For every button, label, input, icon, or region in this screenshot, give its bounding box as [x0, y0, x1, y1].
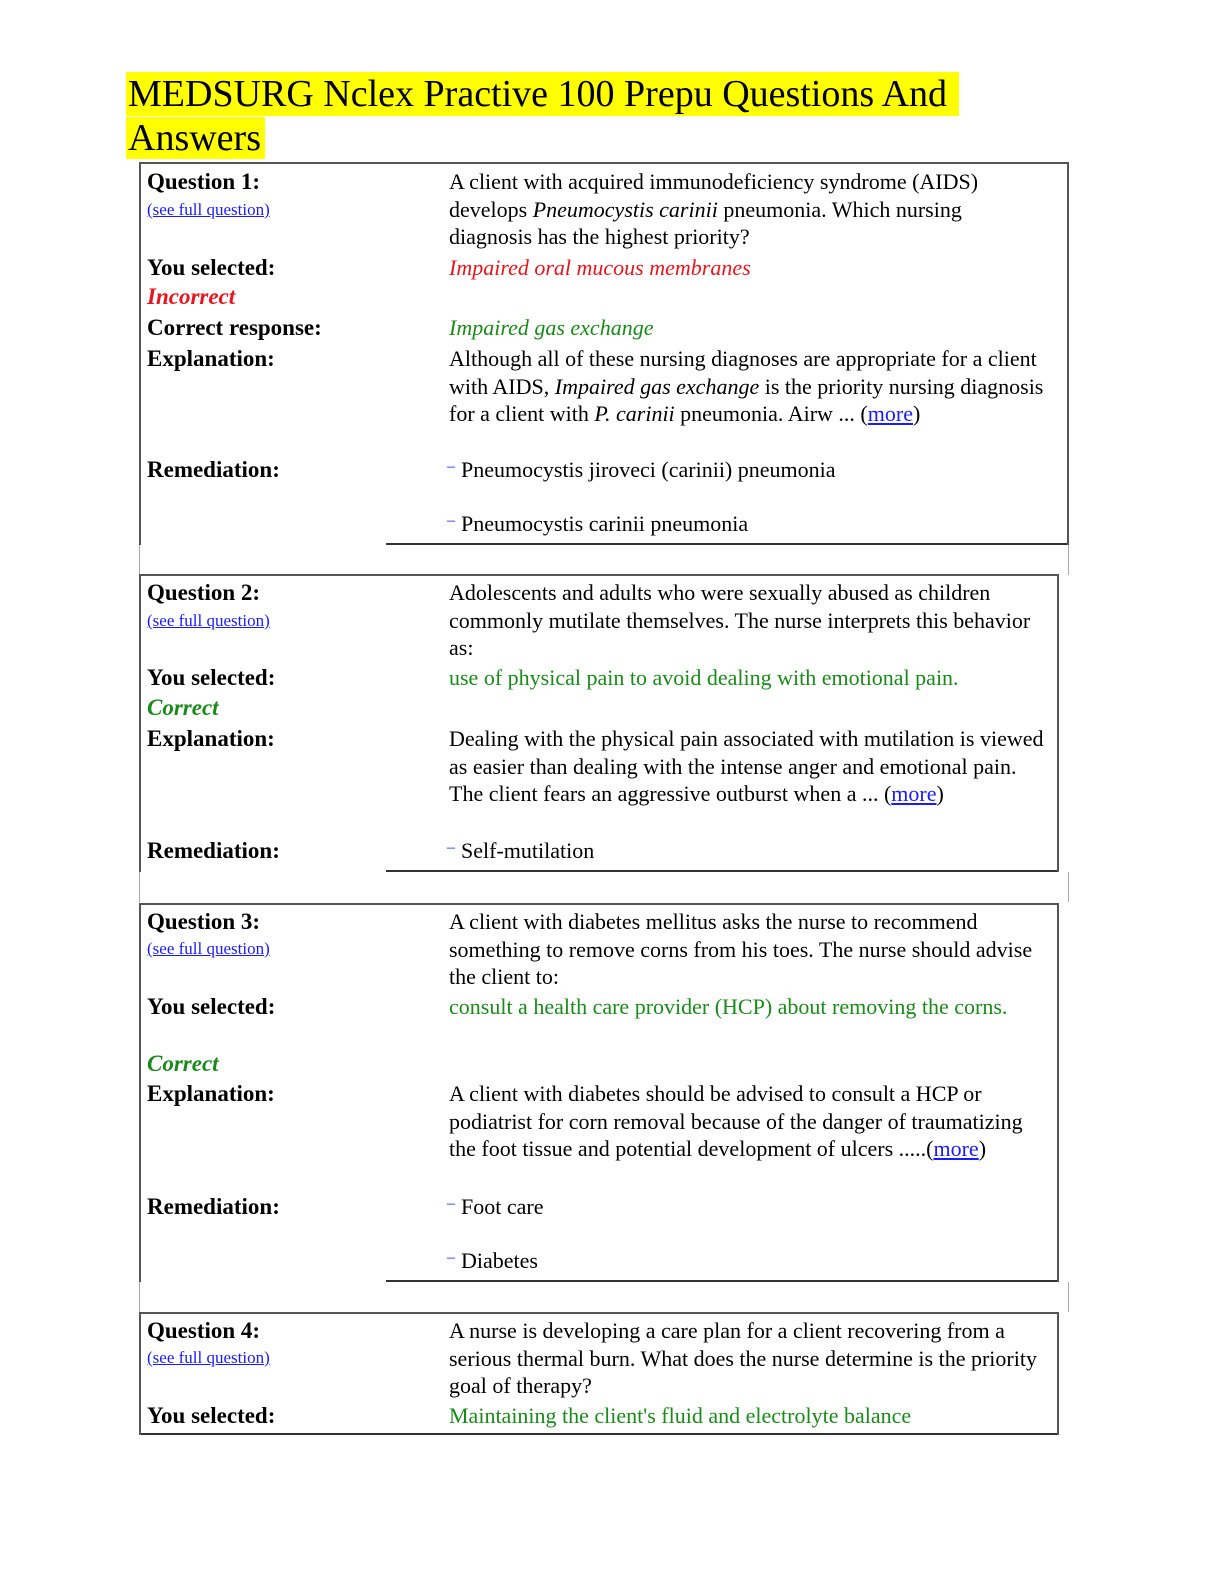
question-1-label: Question 1: [147, 169, 261, 194]
remediation-label: Remediation: [147, 457, 280, 482]
question-2-block: Question 2: Adolescents and adults who w… [139, 574, 1059, 872]
remediation-label: Remediation: [147, 1194, 280, 1219]
status-correct-2: Correct [147, 695, 219, 720]
explanation-1: Although all of these nursing diagnoses … [449, 346, 1044, 426]
correct-answer-1: Impaired gas exchange [449, 315, 654, 340]
you-selected-label: You selected: [147, 994, 276, 1019]
title-line-1: MEDSURG Nclex Practive 100 Prepu Questio… [126, 72, 960, 116]
question-1-block: Question 1: A client with acquired immun… [139, 162, 1069, 545]
you-selected-label: You selected: [147, 665, 276, 690]
see-full-question-link-3[interactable]: (see full question) [147, 939, 270, 958]
remediation-item-1a[interactable]: – Pneumocystis jiroveci (carinii) pneumon… [447, 457, 836, 482]
spacer [139, 545, 1069, 575]
link-dash-icon: – [447, 1195, 455, 1212]
status-incorrect-1: Incorrect [147, 284, 236, 309]
remediation-label: Remediation: [147, 838, 280, 863]
question-4-text: A nurse is developing a care plan for a … [449, 1318, 1037, 1398]
question-3-block: Question 3: A client with diabetes melli… [139, 903, 1059, 1282]
see-full-question-link-1[interactable]: (see full question) [147, 200, 270, 219]
explanation-label: Explanation: [147, 346, 275, 371]
link-dash-icon: – [447, 512, 455, 529]
question-2-text: Adolescents and adults who were sexually… [449, 580, 1031, 660]
explanation-2: Dealing with the physical pain associate… [449, 726, 1044, 806]
you-selected-label: You selected: [147, 1403, 276, 1428]
more-link-2[interactable]: more [891, 781, 937, 806]
spacer [139, 872, 1069, 902]
selected-answer-4: Maintaining the client's fluid and elect… [449, 1403, 912, 1428]
remediation-item-3a[interactable]: – Foot care [447, 1194, 544, 1219]
correct-response-label: Correct response: [147, 315, 322, 340]
spacer [139, 1282, 1069, 1312]
document-title: MEDSURG Nclex Practive 100 Prepu Questio… [126, 72, 1006, 160]
see-full-question-link-4[interactable]: (see full question) [147, 1348, 270, 1367]
more-link-3[interactable]: more [933, 1136, 979, 1161]
selected-answer-1: Impaired oral mucous membranes [449, 255, 751, 280]
question-4-block: Question 4: A nurse is developing a care… [139, 1312, 1059, 1435]
question-4-label: Question 4: [147, 1318, 261, 1343]
link-dash-icon: – [447, 458, 455, 475]
link-dash-icon: – [447, 1249, 455, 1266]
selected-answer-3: consult a health care provider (HCP) abo… [449, 994, 1008, 1019]
explanation-label: Explanation: [147, 1081, 275, 1106]
explanation-3: A client with diabetes should be advised… [449, 1081, 1023, 1161]
link-dash-icon: – [447, 839, 455, 856]
you-selected-label: You selected: [147, 255, 276, 280]
explanation-label: Explanation: [147, 726, 275, 751]
question-3-label: Question 3: [147, 909, 261, 934]
title-line-2: Answers [126, 117, 265, 159]
question-3-text: A client with diabetes mellitus asks the… [449, 909, 1033, 989]
status-correct-3: Correct [147, 1051, 219, 1076]
remediation-item-3b[interactable]: – Diabetes [447, 1248, 538, 1273]
remediation-item-2a[interactable]: – Self-mutilation [447, 838, 595, 863]
question-2-label: Question 2: [147, 580, 261, 605]
selected-answer-2: use of physical pain to avoid dealing wi… [449, 665, 959, 690]
more-link-1[interactable]: more [867, 401, 913, 426]
see-full-question-link-2[interactable]: (see full question) [147, 611, 270, 630]
question-1-text: A client with acquired immunodeficiency … [449, 169, 979, 249]
remediation-item-1b[interactable]: – Pneumocystis carinii pneumonia [447, 511, 749, 536]
